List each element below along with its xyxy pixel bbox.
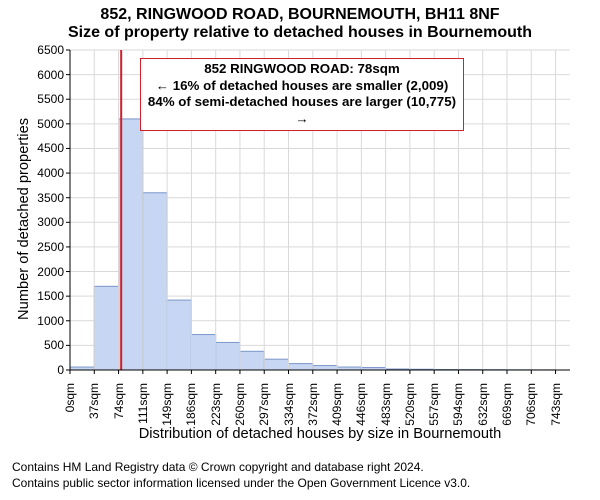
info-box-line3: 84% of semi-detached houses are larger (… (147, 94, 457, 127)
page-title-line2: Size of property relative to detached ho… (0, 24, 600, 42)
highlight-info-box: 852 RINGWOOD ROAD: 78sqm ← 16% of detach… (140, 58, 464, 131)
footer-attribution-line2: Contains public sector information licen… (12, 476, 470, 490)
info-box-line1: 852 RINGWOOD ROAD: 78sqm (147, 61, 457, 78)
y-tick-label: 6500 (24, 43, 64, 57)
info-box-line2: ← 16% of detached houses are smaller (2,… (147, 78, 457, 95)
page-title-line1: 852, RINGWOOD ROAD, BOURNEMOUTH, BH11 8N… (0, 6, 600, 24)
y-axis-label: Number of detached properties (16, 118, 32, 320)
x-axis-label: Distribution of detached houses by size … (70, 426, 570, 442)
y-tick-label: 0 (24, 363, 64, 377)
y-tick-label: 6000 (24, 68, 64, 82)
footer-attribution-line1: Contains HM Land Registry data © Crown c… (12, 460, 424, 474)
y-tick-label: 5500 (24, 92, 64, 106)
y-tick-label: 500 (24, 338, 64, 352)
